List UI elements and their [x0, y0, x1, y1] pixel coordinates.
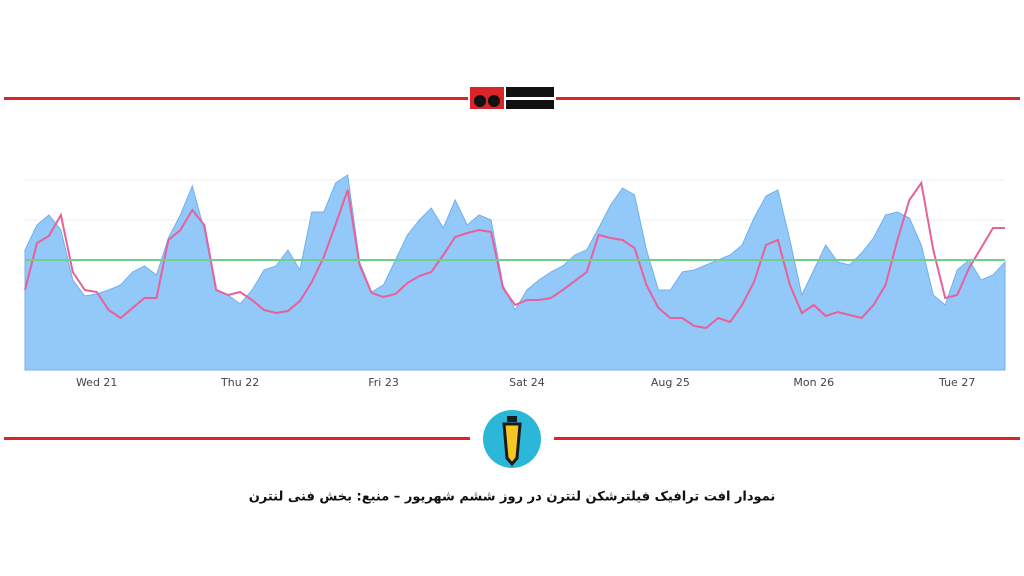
- x-tick-label: Tue 27: [938, 376, 975, 389]
- x-tick-label: Aug 25: [651, 376, 690, 389]
- x-tick-label: Fri 23: [368, 376, 399, 389]
- area: [24, 174, 1006, 371]
- lantern-icon: [483, 410, 541, 468]
- logo: [468, 85, 556, 111]
- line: [24, 180, 1005, 330]
- bottom-rule-right: [554, 437, 1020, 440]
- x-tick-label: Sat 24: [509, 376, 545, 389]
- x-tick-label: Mon 26: [793, 376, 834, 389]
- x-tick-label: Wed 21: [76, 376, 117, 389]
- x-tick-label: Thu 22: [220, 376, 259, 389]
- caption: نمودار افت ترافیک فیلترشکن لنترن در روز …: [249, 490, 776, 505]
- bottom-rule-left: [4, 437, 470, 440]
